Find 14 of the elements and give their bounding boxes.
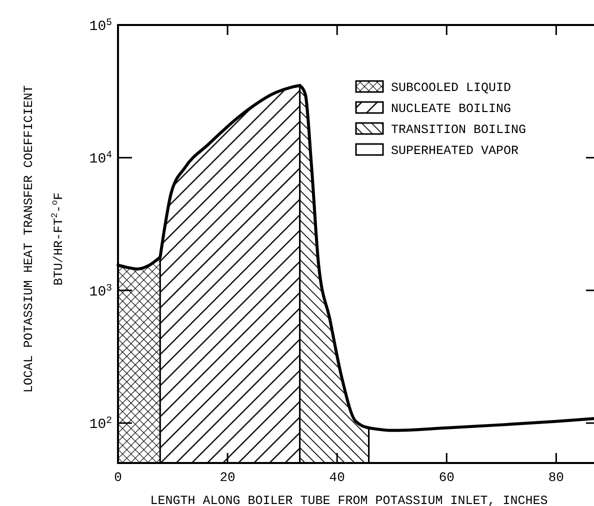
x-tick-label: 20	[220, 470, 236, 485]
legend-label: NUCLEATE BOILING	[391, 102, 512, 116]
y-tick-label: 10$^{4}$	[89, 149, 112, 168]
legend-label: SUPERHEATED VAPOR	[391, 144, 520, 158]
y-tick-label: 10$^{5}$	[89, 16, 112, 35]
legend-label: SUBCOOLED LIQUID	[391, 81, 512, 95]
x-axis-title: LENGTH ALONG BOILER TUBE FROM POTASSIUM INLET, INCHES	[150, 494, 548, 506]
x-tick-label: 60	[438, 470, 454, 485]
x-tick-label: 40	[329, 470, 345, 485]
x-tick-label: 0	[114, 470, 122, 485]
y-tick-label: 10$^{2}$	[89, 414, 112, 434]
legend-label: TRANSITION BOILING	[391, 123, 526, 137]
x-tick-label: 80	[548, 470, 564, 485]
y-tick-label: 10$^{3}$	[89, 282, 112, 300]
